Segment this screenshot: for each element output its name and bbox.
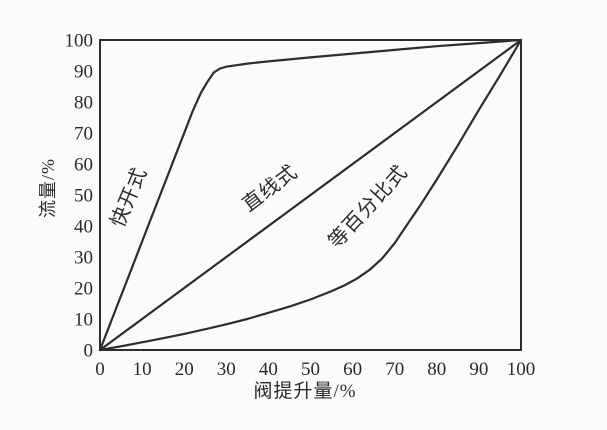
y-tick-label: 0 bbox=[84, 341, 94, 362]
y-axis-title: 流量/% bbox=[38, 158, 58, 218]
y-tick-label: 30 bbox=[74, 248, 93, 269]
x-tick-label: 60 bbox=[343, 359, 362, 380]
y-tick-label: 70 bbox=[74, 124, 93, 145]
y-tick-label: 10 bbox=[74, 310, 93, 331]
x-tick-label: 100 bbox=[507, 359, 536, 380]
x-tick-label: 90 bbox=[469, 359, 488, 380]
x-tick-label: 50 bbox=[301, 359, 320, 380]
x-tick-label: 40 bbox=[259, 359, 278, 380]
y-tick-label: 80 bbox=[74, 93, 93, 114]
x-tick-label: 30 bbox=[217, 359, 236, 380]
series-line-equal-percentage bbox=[98, 38, 523, 352]
y-tick-label: 90 bbox=[74, 62, 93, 83]
x-tick-label: 80 bbox=[427, 359, 446, 380]
y-tick-label: 60 bbox=[74, 155, 93, 176]
plot-frame bbox=[99, 39, 522, 351]
x-tick-label: 20 bbox=[175, 359, 194, 380]
x-tick-label: 0 bbox=[95, 359, 105, 380]
series-line-quick-opening bbox=[98, 38, 523, 352]
y-tick-label: 20 bbox=[74, 279, 93, 300]
series-line-linear bbox=[98, 38, 523, 352]
y-tick-label: 100 bbox=[65, 31, 94, 52]
x-tick-label: 70 bbox=[385, 359, 404, 380]
y-tick-label: 50 bbox=[74, 186, 93, 207]
x-axis-title: 阀提升量/% bbox=[253, 381, 357, 402]
curve-label-quick-opening: 快开式 bbox=[106, 164, 152, 231]
y-tick-label: 40 bbox=[74, 217, 93, 238]
x-tick-label: 10 bbox=[133, 359, 152, 380]
